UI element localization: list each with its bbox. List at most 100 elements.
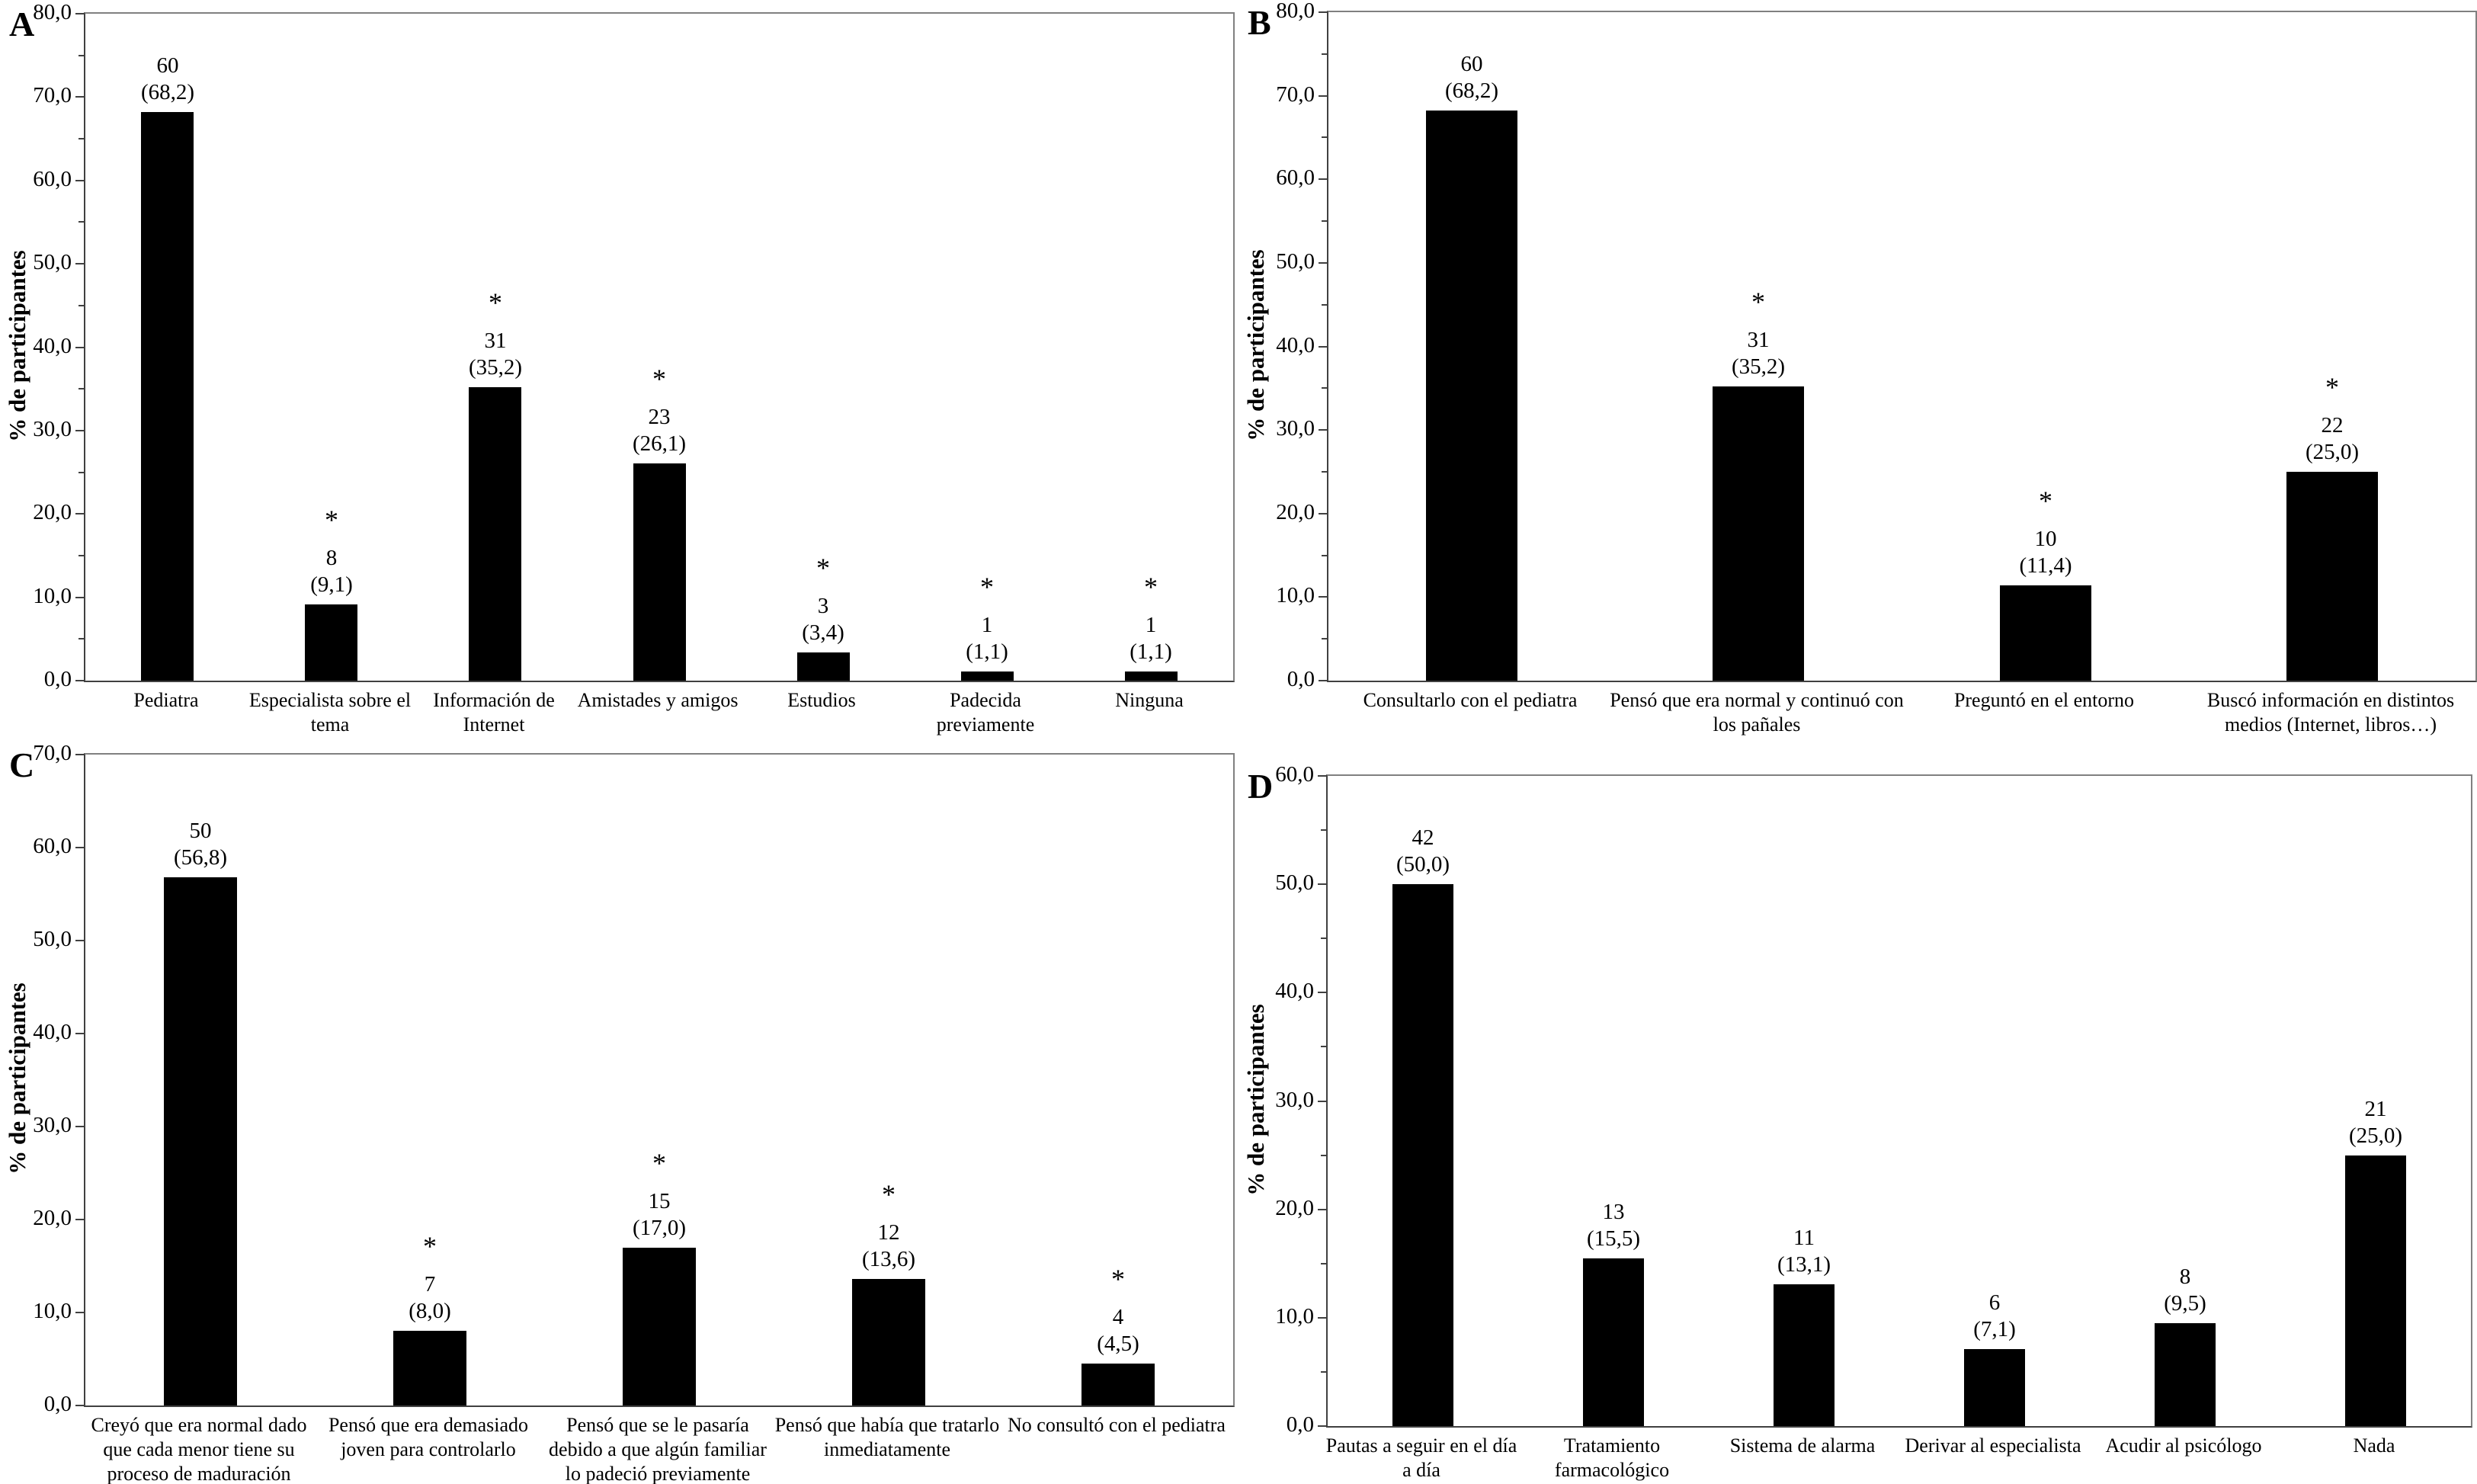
significance-asterisk: * [423, 1231, 437, 1261]
x-axis-category-label: Nada [2353, 1434, 2395, 1457]
x-axis-category-label: No consultó con el pediatra [1008, 1414, 1226, 1436]
y-axis-tick [1321, 1262, 1326, 1264]
y-axis-tick [1318, 1316, 1326, 1319]
y-axis-tick-label: 80,0 [1276, 0, 1315, 23]
y-axis-tick [75, 1405, 84, 1406]
panel-d: D % de participantes 42 (50,0) 13 (15,5) 11(… [1238, 742, 2477, 1484]
bar-value-label: 21 (25,0) [2284, 1096, 2467, 1149]
bar-count: 23 [648, 405, 671, 429]
y-axis-tick-label: 50,0 [1275, 870, 1314, 896]
significance-asterisk: * [1111, 1264, 1125, 1294]
y-axis-tick [1318, 1100, 1326, 1102]
y-axis-tick-label: 30,0 [1275, 1087, 1314, 1112]
panel-letter-a: A [9, 5, 35, 43]
y-axis-tick [75, 1033, 84, 1034]
y-axis-tick [75, 680, 84, 681]
bar-percent: (9,5) [2164, 1291, 2206, 1316]
y-axis-tick-label: 70,0 [33, 742, 72, 765]
y-axis-tick [1319, 261, 1327, 264]
bar-a-2 [305, 604, 357, 681]
bar-percent: (13,1) [1777, 1252, 1831, 1277]
bar-value-label: * 1 (1,1) [1059, 572, 1238, 665]
bar-c-3 [623, 1248, 696, 1405]
bar-c-2 [393, 1331, 466, 1405]
bar-value-label: 60 (68,2) [76, 53, 259, 106]
x-axis-category-label: Padecida previamente [936, 689, 1035, 736]
bar-count: 21 [2364, 1097, 2387, 1121]
bar-value-label: 13 (15,5) [1522, 1199, 1705, 1252]
y-axis-tick [1319, 345, 1327, 348]
y-axis-tick [1321, 829, 1326, 832]
bar-count: 60 [156, 53, 179, 78]
y-axis-tick [1322, 136, 1327, 139]
x-axis-category-label: Pensó que era normal y continuó con los … [1610, 689, 1904, 736]
bar-d-2 [1583, 1258, 1644, 1426]
y-axis-tick-label: 60,0 [1276, 165, 1315, 191]
bar-b-2 [1713, 386, 1804, 681]
x-axis-category-label: Derivar al especialista [1905, 1434, 2081, 1457]
x-axis-category-label: Pensó que se le pasaría debido a que alg… [549, 1414, 767, 1484]
plot-area-b: 60 (68,2) * 31 (35,2) * 10 (11,4) * 22 (25,0) [1319, 11, 2477, 682]
significance-asterisk: * [1751, 287, 1765, 317]
panel-a: A % de participantes 60 (68,2) * 8 (9,1) * 31(… [0, 0, 1238, 742]
y-axis-tick [1322, 53, 1327, 55]
bar-count: 12 [877, 1220, 900, 1245]
y-axis-tick [75, 13, 84, 14]
y-axis-tick-label: 40,0 [33, 1020, 72, 1044]
bar-percent: (1,1) [1130, 639, 1172, 664]
y-axis-tick [75, 754, 84, 755]
x-axis-category-label: Pautas a seguir en el día a día [1325, 1434, 1517, 1481]
y-axis-tick [75, 179, 84, 181]
y-axis-tick [75, 1126, 84, 1127]
y-axis-tick [79, 54, 84, 56]
bar-value-label: * 4 (4,5) [1027, 1264, 1210, 1357]
y-axis-tick [1319, 11, 1327, 13]
panel-b: B % de participantes 60 (68,2) * 31 (35,2) * 1… [1238, 0, 2477, 742]
x-axis-category-label: Estudios [787, 689, 856, 711]
y-axis-tick [75, 596, 84, 598]
bar-percent: (15,5) [1586, 1226, 1641, 1251]
bar-count: 6 [1988, 1290, 2001, 1315]
bar-value-label: * 15 (17,0) [568, 1149, 751, 1242]
y-axis-tick [79, 138, 84, 140]
panel-letter-d: D [1248, 767, 1274, 806]
y-axis-tick-label: 80,0 [33, 0, 72, 24]
y-axis-tick-label: 40,0 [33, 333, 72, 358]
bar-d-1 [1392, 884, 1453, 1426]
bar-percent: (25,0) [2348, 1123, 2403, 1148]
y-axis-tick-label: 0,0 [43, 1392, 72, 1416]
bar-a-4 [633, 463, 686, 681]
y-axis-tick-label: 0,0 [1286, 1412, 1314, 1437]
bar-count: 13 [1602, 1200, 1625, 1224]
bar-count: 22 [2321, 413, 2344, 438]
panel-letter-b: B [1248, 3, 1271, 42]
bar-value-label: * 1 (1,1) [896, 572, 1078, 665]
bar-b-3 [2000, 585, 2091, 681]
bar-d-5 [2155, 1323, 2216, 1426]
y-axis-tick [1321, 1154, 1326, 1156]
bar-value-label: 11 (13,1) [1713, 1225, 1895, 1278]
x-axis-category-label: Buscó información en distintos medios (I… [2206, 689, 2455, 736]
bar-a-5 [797, 652, 850, 681]
bar-percent: (17,0) [632, 1216, 687, 1240]
significance-asterisk: * [882, 1179, 896, 1210]
bar-count: 1 [1145, 613, 1157, 637]
x-axis-category-label: Tratamiento farmacológico [1554, 1434, 1670, 1481]
significance-asterisk: * [980, 572, 994, 602]
y-axis-tick-label: 30,0 [33, 416, 72, 441]
y-axis-tick [1319, 512, 1327, 514]
y-axis-tick-label: 20,0 [1276, 499, 1315, 524]
y-axis-tick-label: 40,0 [1276, 332, 1315, 357]
y-axis-tick-label: 20,0 [33, 1206, 72, 1230]
bar-percent: (50,0) [1396, 852, 1450, 877]
bar-percent: (3,4) [802, 620, 844, 645]
bar-a-6 [961, 671, 1014, 681]
y-axis-tick [1321, 1046, 1326, 1048]
bar-percent: (8,0) [409, 1299, 451, 1323]
y-axis-tick [1318, 992, 1326, 994]
significance-asterisk: * [1144, 572, 1158, 602]
significance-asterisk: * [2039, 486, 2052, 516]
bar-d-4 [1964, 1349, 2025, 1426]
y-axis-tick [75, 513, 84, 515]
bar-percent: (56,8) [173, 845, 228, 870]
